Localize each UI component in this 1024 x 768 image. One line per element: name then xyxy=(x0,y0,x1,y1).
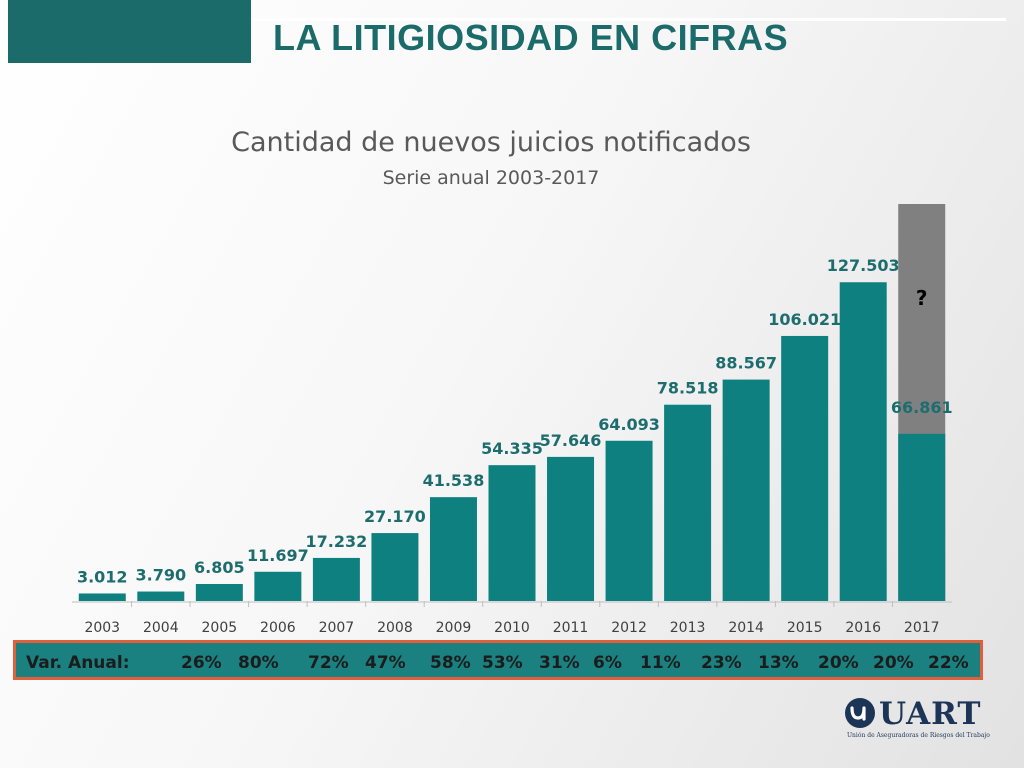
chart-subtitle: Serie anual 2003-2017 xyxy=(383,167,600,189)
x-tick-2015: 2015 xyxy=(787,620,823,636)
bar-2012 xyxy=(605,440,653,601)
bar-label-2006: 11.697 xyxy=(247,546,309,565)
x-tick-2006: 2006 xyxy=(260,620,296,636)
x-tick-2008: 2008 xyxy=(377,620,413,636)
var-anual-value: 72% xyxy=(308,653,349,673)
bar-label-2004: 3.790 xyxy=(135,566,186,585)
bar-label-2012: 64.093 xyxy=(598,415,660,434)
bar-label-2015: 106.021 xyxy=(768,310,841,329)
var-anual-bar: Var. Anual: 26% 80% 72% 47% 58% 53% 31% 6% 11% 23%… xyxy=(13,640,983,680)
bar-2014 xyxy=(722,379,770,601)
bar-label-2017: 66.861 xyxy=(891,398,953,417)
uart-logo: UART Unión de Aseguradoras de Riesgos de… xyxy=(843,696,990,746)
x-tick-2017: 2017 xyxy=(904,620,940,636)
x-tick-2004: 2004 xyxy=(143,620,179,636)
title-accent-block xyxy=(8,0,251,63)
bar-chart: Cantidad de nuevos juicios notificados S… xyxy=(72,127,953,636)
projection-label: ? xyxy=(916,286,928,310)
bar-label-2007: 17.232 xyxy=(306,532,368,551)
var-anual-value: 11% xyxy=(640,653,681,673)
bar-2015 xyxy=(781,335,829,601)
bar-2010 xyxy=(488,465,536,601)
var-anual-value: 58% xyxy=(430,653,471,673)
uart-logo-icon xyxy=(845,698,875,728)
x-tick-2013: 2013 xyxy=(670,620,706,636)
var-anual-label: Var. Anual: xyxy=(26,653,130,673)
bar-2016 xyxy=(839,282,887,601)
x-tick-labels: 2003 2004 2005 2006 2007 2008 2009 2010 2011 2012… xyxy=(84,601,940,636)
bar-2005 xyxy=(195,583,243,601)
var-anual-value: 20% xyxy=(873,653,914,673)
bar-label-2008: 27.170 xyxy=(364,507,426,526)
slide-title: LA LITIGIOSIDAD EN CIFRAS xyxy=(273,17,789,58)
logo-wordmark: UART xyxy=(879,696,982,732)
bar-2013 xyxy=(664,404,712,601)
bar-2008 xyxy=(371,533,419,601)
bar-2006 xyxy=(254,571,302,601)
bar-label-2011: 57.646 xyxy=(540,431,602,450)
bar-2003 xyxy=(78,593,126,601)
bar-2011 xyxy=(547,456,595,601)
bar-label-2009: 41.538 xyxy=(423,471,485,490)
x-tick-2016: 2016 xyxy=(845,620,881,636)
bar-2004 xyxy=(137,591,185,601)
x-tick-2012: 2012 xyxy=(611,620,647,636)
bar-label-2016: 127.503 xyxy=(827,256,900,275)
var-anual-value: 31% xyxy=(539,653,580,673)
x-tick-2005: 2005 xyxy=(202,620,238,636)
bar-2009 xyxy=(429,497,477,601)
bar-label-2014: 88.567 xyxy=(715,354,777,373)
bar-label-2013: 78.518 xyxy=(657,379,719,398)
x-tick-2003: 2003 xyxy=(84,620,120,636)
x-tick-2010: 2010 xyxy=(494,620,530,636)
bar-2007 xyxy=(312,557,360,601)
x-tick-2011: 2011 xyxy=(553,620,589,636)
x-tick-2009: 2009 xyxy=(436,620,472,636)
var-anual-value: 20% xyxy=(818,653,859,673)
header-divider xyxy=(251,18,1006,21)
x-tick-2007: 2007 xyxy=(319,620,355,636)
var-anual-value: 26% xyxy=(181,653,222,673)
bar-2017 xyxy=(898,433,946,601)
var-anual-value: 13% xyxy=(758,653,799,673)
bar-label-2005: 6.805 xyxy=(194,558,245,577)
var-anual-value: 47% xyxy=(365,653,406,673)
var-anual-value: 22% xyxy=(928,653,969,673)
x-tick-2014: 2014 xyxy=(728,620,764,636)
logo-subtitle: Unión de Aseguradoras de Riesgos del Tra… xyxy=(847,732,990,739)
var-anual-value: 6% xyxy=(593,653,622,673)
bar-label-2010: 54.335 xyxy=(481,439,543,458)
var-anual-value: 53% xyxy=(482,653,523,673)
var-anual-value: 80% xyxy=(238,653,279,673)
var-anual-value: 23% xyxy=(701,653,742,673)
chart-title: Cantidad de nuevos juicios notificados xyxy=(231,127,751,158)
bar-label-2003: 3.012 xyxy=(77,567,128,586)
